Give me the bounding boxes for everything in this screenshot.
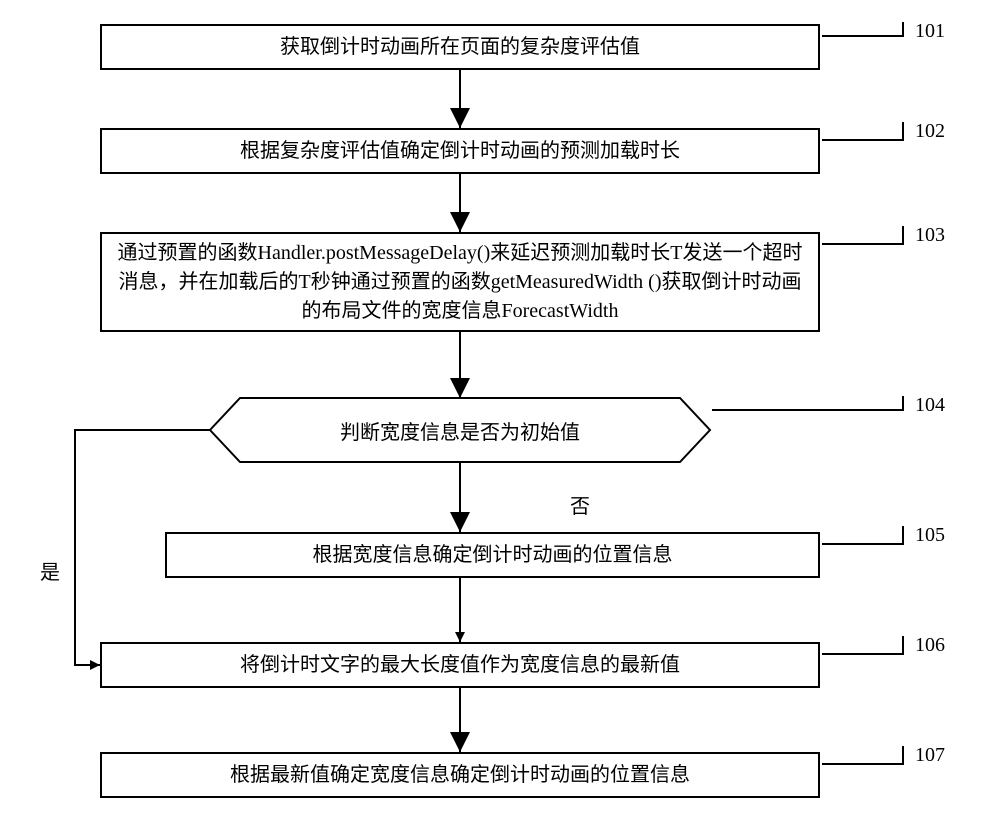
branch-yes-label: 是 [40,556,60,585]
ref-106: 106 [915,634,945,657]
decision-text: 判断宽度信息是否为初始值 [210,398,710,462]
ref-101: 101 [915,20,945,43]
ref-104: 104 [915,394,945,417]
ref-105: 105 [915,524,945,547]
step-105: 根据宽度信息确定倒计时动画的位置信息 [165,532,820,578]
step-text: 根据最新值确定宽度信息确定倒计时动画的位置信息 [230,761,690,790]
step-106: 将倒计时文字的最大长度值作为宽度信息的最新值 [100,642,820,688]
step-text: 根据复杂度评估值确定倒计时动画的预测加载时长 [240,137,680,166]
branch-no-label: 否 [570,490,590,519]
ref-103: 103 [915,224,945,247]
step-text: 通过预置的函数Handler.postMessageDelay()来延迟预测加载… [116,239,804,326]
step-101: 获取倒计时动画所在页面的复杂度评估值 [100,24,820,70]
decision-104: 判断宽度信息是否为初始值 [210,398,710,462]
step-102: 根据复杂度评估值确定倒计时动画的预测加载时长 [100,128,820,174]
step-103: 通过预置的函数Handler.postMessageDelay()来延迟预测加载… [100,232,820,332]
step-text: 根据宽度信息确定倒计时动画的位置信息 [313,541,673,570]
step-107: 根据最新值确定宽度信息确定倒计时动画的位置信息 [100,752,820,798]
ref-107: 107 [915,744,945,767]
ref-102: 102 [915,120,945,143]
step-text: 将倒计时文字的最大长度值作为宽度信息的最新值 [240,651,680,680]
step-text: 获取倒计时动画所在页面的复杂度评估值 [280,33,640,62]
